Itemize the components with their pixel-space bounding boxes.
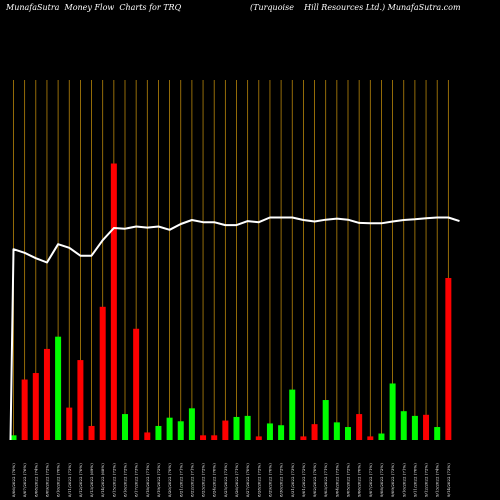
- flow-bar: [345, 427, 351, 440]
- flow-bar: [233, 416, 240, 440]
- flow-bar: [88, 425, 95, 440]
- x-tick-label: 8/26/2022 (71%): [234, 463, 239, 497]
- flow-bar: [188, 408, 195, 440]
- x-tick-label: 8/10/2022 (70%): [56, 463, 61, 497]
- x-tick-label: 8/19/2022 (72%): [156, 463, 161, 497]
- flow-bar: [200, 435, 207, 440]
- x-tick-label: 8/22/2022 (71%): [189, 463, 194, 497]
- flow-bar: [356, 414, 363, 440]
- flow-bar: [278, 425, 285, 440]
- x-tick-label: 8/31/2022 (73%): [290, 463, 295, 497]
- price-line-group: [9, 216, 460, 441]
- x-tick-label: 9/11/2022 (70%): [412, 463, 417, 497]
- flow-bar: [445, 278, 452, 440]
- flow-bar: [300, 436, 307, 440]
- x-tick-label: 8/12/2022 (70%): [78, 463, 83, 497]
- flow-bar: [211, 435, 218, 440]
- flow-bar: [66, 407, 73, 440]
- x-tick-label: 9/01/2022 (72%): [301, 463, 306, 497]
- flow-bar: [333, 422, 340, 440]
- flow-bar: [434, 427, 441, 440]
- flow-bar: [21, 379, 28, 440]
- x-tick-label: 8/07/2022 (76%): [22, 463, 27, 497]
- x-tick-label: 8/13/2022 (69%): [89, 463, 94, 497]
- flow-bar: [144, 432, 151, 440]
- x-tick-label: 8/20/2022 (70%): [167, 463, 172, 497]
- x-tick-label: 8/15/2022 (72%): [111, 463, 116, 497]
- x-tick-label: 8/11/2022 (72%): [67, 463, 72, 497]
- flow-bar: [99, 306, 106, 440]
- flow-bar: [378, 433, 385, 440]
- x-tick-label: 8/16/2022 (72%): [123, 463, 128, 497]
- x-tick-label: 8/09/2022 (72%): [44, 463, 49, 497]
- x-tick-label: 9/13/2022 (74%): [435, 463, 440, 497]
- flow-bars: [10, 163, 452, 440]
- flow-bar: [155, 425, 162, 440]
- flow-bar: [311, 424, 318, 440]
- x-tick-label: 9/06/2022 (70%): [357, 463, 362, 497]
- x-tick-label: 9/04/2022 (73%): [334, 463, 339, 497]
- x-tick-label: 9/08/2022 (72%): [379, 463, 384, 497]
- x-tick-label: 9/07/2022 (71%): [368, 463, 373, 497]
- flow-bar: [43, 348, 50, 440]
- x-tick-label: 8/23/2022 (72%): [201, 463, 206, 497]
- flow-bar: [222, 420, 229, 440]
- x-tick-label: 8/17/2022 (73%): [134, 463, 139, 497]
- flow-bar: [389, 383, 396, 440]
- price-line: [9, 216, 460, 441]
- flow-bar: [266, 423, 273, 440]
- x-tick-label: 9/02/2022 (70%): [312, 463, 317, 497]
- x-tick-label: 9/10/2022 (71%): [401, 463, 406, 497]
- x-tick-label: 9/03/2022 (71%): [323, 463, 328, 497]
- flow-bar: [423, 414, 430, 440]
- x-tick-label: 9/12/2022 (72%): [424, 463, 429, 497]
- flow-bar: [322, 400, 329, 440]
- x-tick-label: 8/08/2022 (74%): [33, 463, 38, 497]
- flow-bar: [166, 417, 173, 440]
- flow-bar: [110, 163, 117, 440]
- flow-bar: [133, 328, 140, 440]
- flow-bar: [400, 411, 407, 440]
- x-tick-label: 8/14/2022 (68%): [100, 463, 105, 497]
- flow-bar: [122, 414, 128, 440]
- chart-title: MunafaSutra Money Flow Charts for TRQ: [6, 3, 182, 12]
- x-tick-label: 8/21/2022 (71%): [178, 463, 183, 497]
- x-tick-label: 8/30/2022 (72%): [279, 463, 284, 497]
- flow-bar: [244, 415, 251, 440]
- x-tick-label: 8/29/2022 (70%): [267, 463, 272, 497]
- x-tick-label: 8/27/2022 (70%): [245, 463, 250, 497]
- x-tick-label: 9/09/2022 (73%): [390, 463, 395, 497]
- flow-bar: [177, 421, 184, 440]
- chart-source: (Turquoise Hill Resources Ltd.) MunafaSu…: [250, 3, 461, 12]
- flow-bar: [32, 373, 39, 440]
- x-tick-label: 8/06/2022 (70%): [11, 463, 16, 497]
- x-tick-label: 9/05/2022 (72%): [346, 463, 351, 497]
- x-tick-label: 8/18/2022 (71%): [145, 463, 150, 497]
- flow-bar: [55, 336, 62, 440]
- flow-bar: [289, 389, 296, 440]
- x-tick-label: 8/24/2022 (70%): [212, 463, 217, 497]
- flow-bar: [411, 415, 418, 440]
- x-axis-labels: 8/06/2022 (70%) 8/07/2022 (76%) 8/08/2022 …: [11, 463, 451, 497]
- x-tick-label: 8/25/2022 (73%): [223, 463, 228, 497]
- flow-bar: [367, 436, 374, 440]
- x-tick-label: 8/28/2022 (72%): [256, 463, 261, 497]
- x-tick-label: 9/14/2022 (73%): [446, 463, 451, 497]
- flow-bar: [10, 435, 17, 440]
- flow-bar: [255, 436, 262, 440]
- flow-bar: [77, 360, 84, 440]
